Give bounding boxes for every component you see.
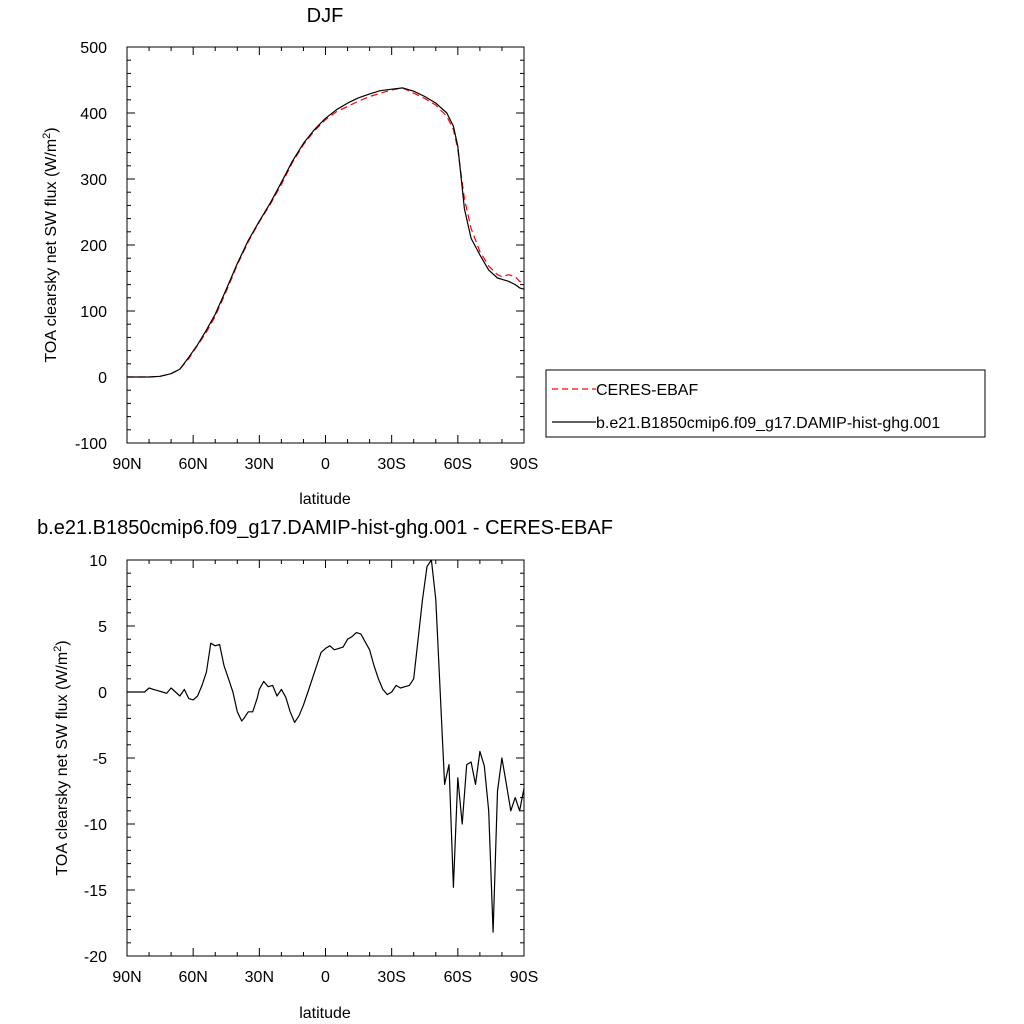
y-tick-label: 500: [80, 40, 107, 57]
y-tick-label: 10: [89, 553, 107, 570]
x-tick-label: 30N: [245, 969, 274, 986]
top-y-ticks: -100 0 100 200 300 400 500: [75, 40, 524, 453]
model-line-series-1: [127, 87, 525, 378]
y-tick-label: 5: [98, 619, 107, 636]
x-tick-label: 30S: [377, 969, 405, 986]
x-tick-label: 0: [321, 969, 330, 986]
bottom-panel: b.e21.B1850cmip6.f09_g17.DAMIP-hist-ghg.…: [37, 517, 613, 1022]
x-tick-label: 0: [321, 456, 330, 473]
x-tick-label: 90S: [510, 969, 538, 986]
model-line-series-0: [127, 559, 525, 933]
legend-label-ceres: CERES-EBAF: [596, 382, 698, 399]
x-tick-label: 90N: [112, 456, 141, 473]
legend-label-model: b.e21.B1850cmip6.f09_g17.DAMIP-hist-ghg.…: [596, 415, 940, 432]
top-panel: DJF 90N 60N 30N 0 30S 60S 90S -100 0 100 200 300 40…: [41, 5, 538, 508]
y-tick-label: -10: [84, 817, 107, 834]
y-tick-label: 400: [80, 106, 107, 123]
x-tick-label: 60N: [178, 456, 207, 473]
bottom-y-axis-label: TOA clearsky net SW flux (W/m2): [52, 640, 71, 875]
top-plot-frame: [126, 46, 525, 444]
legend: CERES-EBAF b.e21.B1850cmip6.f09_g17.DAMI…: [545, 369, 986, 438]
top-x-axis-label: latitude: [299, 491, 351, 508]
x-tick-label: 60N: [178, 969, 207, 986]
legend-box: [545, 369, 986, 438]
y-tick-label: 300: [80, 172, 107, 189]
top-y-axis-label: TOA clearsky net SW flux (W/m2): [41, 127, 60, 362]
y-tick-label: -20: [84, 949, 107, 966]
x-tick-label: 30N: [245, 456, 274, 473]
y-tick-label: 100: [80, 304, 107, 321]
bottom-y-ticks: -20 -15 -10 -5 0 5 10: [84, 553, 524, 966]
top-x-ticks: 90N 60N 30N 0 30S 60S 90S: [112, 47, 538, 473]
bottom-x-ticks: 90N 60N 30N 0 30S 60S 90S: [112, 560, 538, 986]
y-tick-label: -100: [75, 436, 107, 453]
x-tick-label: 30S: [377, 456, 405, 473]
bottom-plot-frame: [126, 559, 525, 957]
x-tick-label: 60S: [444, 456, 472, 473]
y-tick-label: -15: [84, 883, 107, 900]
y-tick-label: 200: [80, 238, 107, 255]
bottom-series-lines: [127, 559, 525, 933]
x-tick-label: 60S: [444, 969, 472, 986]
y-tick-label: 0: [98, 370, 107, 387]
y-tick-label: -5: [93, 751, 107, 768]
bottom-chart-title: b.e21.B1850cmip6.f09_g17.DAMIP-hist-ghg.…: [37, 517, 613, 539]
bottom-x-axis-label: latitude: [299, 1005, 351, 1022]
ceres-ebaf-line-series-0: [127, 87, 525, 378]
top-chart-title: DJF: [307, 5, 344, 27]
x-tick-label: 90N: [112, 969, 141, 986]
x-tick-label: 90S: [510, 456, 538, 473]
y-tick-label: 0: [98, 685, 107, 702]
top-series-lines: [127, 87, 525, 378]
